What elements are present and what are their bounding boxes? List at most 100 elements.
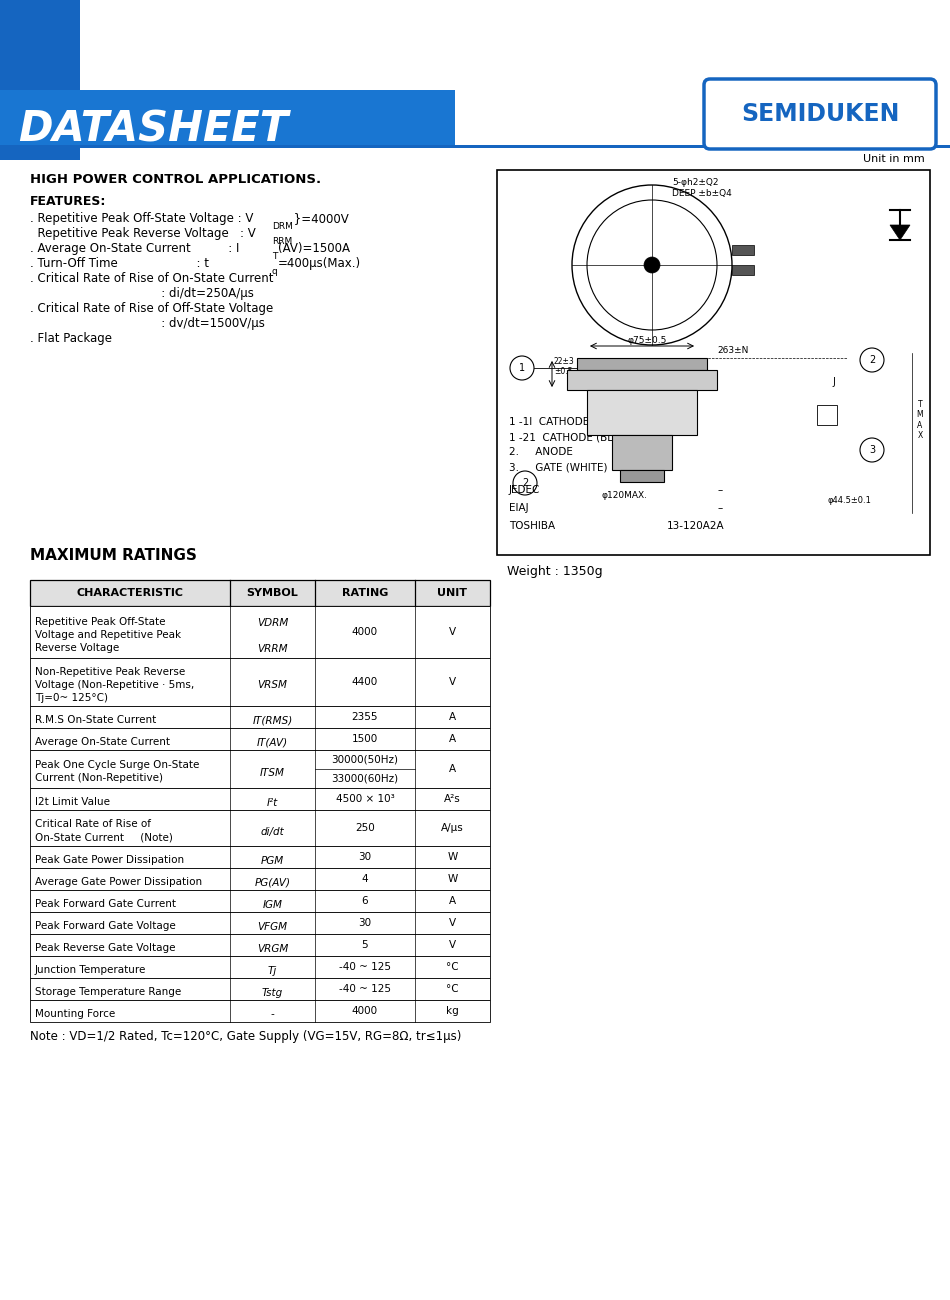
Text: V: V: [449, 918, 456, 928]
Text: -40 ~ 125: -40 ~ 125: [339, 962, 391, 972]
Text: I2t Limit Value: I2t Limit Value: [35, 797, 110, 806]
Text: φ75±0.5: φ75±0.5: [627, 335, 666, 345]
Text: VFGM: VFGM: [257, 922, 288, 932]
Bar: [817, 406, 837, 425]
Text: A²s: A²s: [444, 794, 461, 803]
Text: Non-Repetitive Peak Reverse: Non-Repetitive Peak Reverse: [35, 667, 185, 676]
Text: Junction Temperature: Junction Temperature: [35, 965, 146, 975]
Text: W: W: [447, 852, 458, 862]
Text: J: J: [832, 377, 835, 387]
Text: °C: °C: [446, 962, 459, 972]
Text: FEATURES:: FEATURES:: [30, 195, 106, 208]
Text: . Turn-Off Time                     : t: . Turn-Off Time : t: [30, 257, 209, 270]
Text: SYMBOL: SYMBOL: [247, 588, 298, 598]
Text: Unit in mm: Unit in mm: [864, 153, 925, 164]
Text: Average Gate Power Dissipation: Average Gate Power Dissipation: [35, 876, 202, 887]
Text: . Flat Package: . Flat Package: [30, 332, 112, 344]
Bar: [0, 90, 455, 146]
Text: =400μs(Max.): =400μs(Max.): [278, 257, 361, 270]
Bar: [30, 580, 490, 606]
Text: T
M
A
X: T M A X: [917, 400, 923, 439]
Text: 4000: 4000: [352, 627, 378, 637]
Text: di/dt: di/dt: [260, 827, 284, 836]
Text: 30: 30: [358, 918, 371, 928]
Text: RATING: RATING: [342, 588, 389, 598]
Text: DATASHEET: DATASHEET: [18, 109, 288, 151]
Text: –: –: [717, 485, 722, 495]
Text: RRM: RRM: [272, 237, 293, 246]
Text: IT(AV): IT(AV): [256, 737, 288, 747]
Text: VRSM: VRSM: [257, 680, 288, 690]
Bar: [587, 390, 697, 436]
Text: Weight : 1350g: Weight : 1350g: [507, 566, 602, 578]
Text: DRM: DRM: [272, 222, 293, 231]
Text: 4: 4: [362, 874, 369, 884]
Text: : di/dt=250A/μs: : di/dt=250A/μs: [30, 287, 254, 300]
Text: 1 -21  CATHODE (BLACK): 1 -21 CATHODE (BLACK): [509, 432, 638, 442]
Text: Peak Reverse Gate Voltage: Peak Reverse Gate Voltage: [35, 942, 176, 953]
Text: 5: 5: [362, 940, 369, 950]
Text: 1 -1I  CATHODE: 1 -1I CATHODE: [509, 417, 589, 426]
Bar: [567, 370, 717, 390]
Text: 263±N: 263±N: [717, 346, 749, 355]
Bar: [30, 846, 490, 868]
Bar: [30, 1000, 490, 1022]
Bar: [0, 146, 950, 148]
Text: 4400: 4400: [352, 677, 378, 686]
Text: 30000(50Hz): 30000(50Hz): [332, 754, 398, 764]
Text: 1: 1: [519, 363, 525, 373]
Polygon shape: [890, 225, 910, 240]
Bar: [30, 658, 490, 706]
Text: 22±3
±0.5: 22±3 ±0.5: [554, 356, 575, 376]
Text: 13-120A2A: 13-120A2A: [667, 521, 725, 530]
Text: φ75±0.1n: φ75±0.1n: [612, 441, 657, 450]
Text: 2355: 2355: [352, 712, 378, 722]
Text: PG(AV): PG(AV): [255, 878, 291, 888]
Bar: [30, 728, 490, 750]
Text: PGM: PGM: [261, 855, 284, 866]
Text: Voltage (Non-Repetitive · 5ms,: Voltage (Non-Repetitive · 5ms,: [35, 680, 194, 689]
Text: 2.     ANODE: 2. ANODE: [509, 447, 573, 458]
Bar: [30, 956, 490, 978]
Text: V: V: [449, 940, 456, 950]
Text: DEEP ±b±Q4: DEEP ±b±Q4: [672, 188, 732, 198]
Text: VRGM: VRGM: [256, 944, 288, 953]
Text: TOSHIBA: TOSHIBA: [509, 521, 555, 530]
Bar: [30, 706, 490, 728]
Text: R.M.S On-State Current: R.M.S On-State Current: [35, 715, 156, 724]
Text: T: T: [272, 252, 277, 261]
Bar: [30, 913, 490, 933]
Text: Peak Gate Power Dissipation: Peak Gate Power Dissipation: [35, 854, 184, 864]
Text: 1500: 1500: [352, 734, 378, 744]
Text: A: A: [449, 734, 456, 744]
Text: φ120MAX.: φ120MAX.: [602, 491, 648, 500]
Bar: [732, 265, 754, 276]
Text: I²t: I²t: [267, 797, 278, 807]
Text: 3: 3: [869, 445, 875, 455]
Text: A: A: [449, 896, 456, 906]
Text: A/μs: A/μs: [441, 823, 464, 833]
Text: Repetitive Peak Off-State: Repetitive Peak Off-State: [35, 616, 165, 627]
Text: 250: 250: [355, 823, 375, 833]
Bar: [612, 436, 672, 471]
Text: . Average On-State Current          : I: . Average On-State Current : I: [30, 242, 239, 255]
Text: Reverse Voltage: Reverse Voltage: [35, 642, 120, 653]
Text: VRRM: VRRM: [257, 644, 288, 654]
Text: 2: 2: [869, 355, 875, 365]
Bar: [577, 358, 707, 370]
Bar: [30, 868, 490, 891]
Text: IGM: IGM: [262, 900, 282, 910]
Text: On-State Current     (Note): On-State Current (Note): [35, 832, 173, 842]
Text: UNIT: UNIT: [438, 588, 467, 598]
Text: Tstg: Tstg: [262, 988, 283, 997]
Text: . Critical Rate of Rise of Off-State Voltage: . Critical Rate of Rise of Off-State Vol…: [30, 302, 274, 315]
Text: 4500 × 10³: 4500 × 10³: [335, 794, 394, 803]
Text: JEDEC: JEDEC: [509, 485, 541, 495]
Bar: [30, 750, 490, 788]
Text: Note : VD=1/2 Rated, Tc=120°C, Gate Supply (VG=15V, RG=8Ω, tr≤1μs): Note : VD=1/2 Rated, Tc=120°C, Gate Supp…: [30, 1030, 462, 1043]
Text: -40 ~ 125: -40 ~ 125: [339, 984, 391, 994]
Text: Tj: Tj: [268, 966, 277, 975]
FancyBboxPatch shape: [704, 79, 936, 150]
Text: Tj=0~ 125°C): Tj=0~ 125°C): [35, 693, 108, 702]
Text: Average On-State Current: Average On-State Current: [35, 737, 170, 746]
